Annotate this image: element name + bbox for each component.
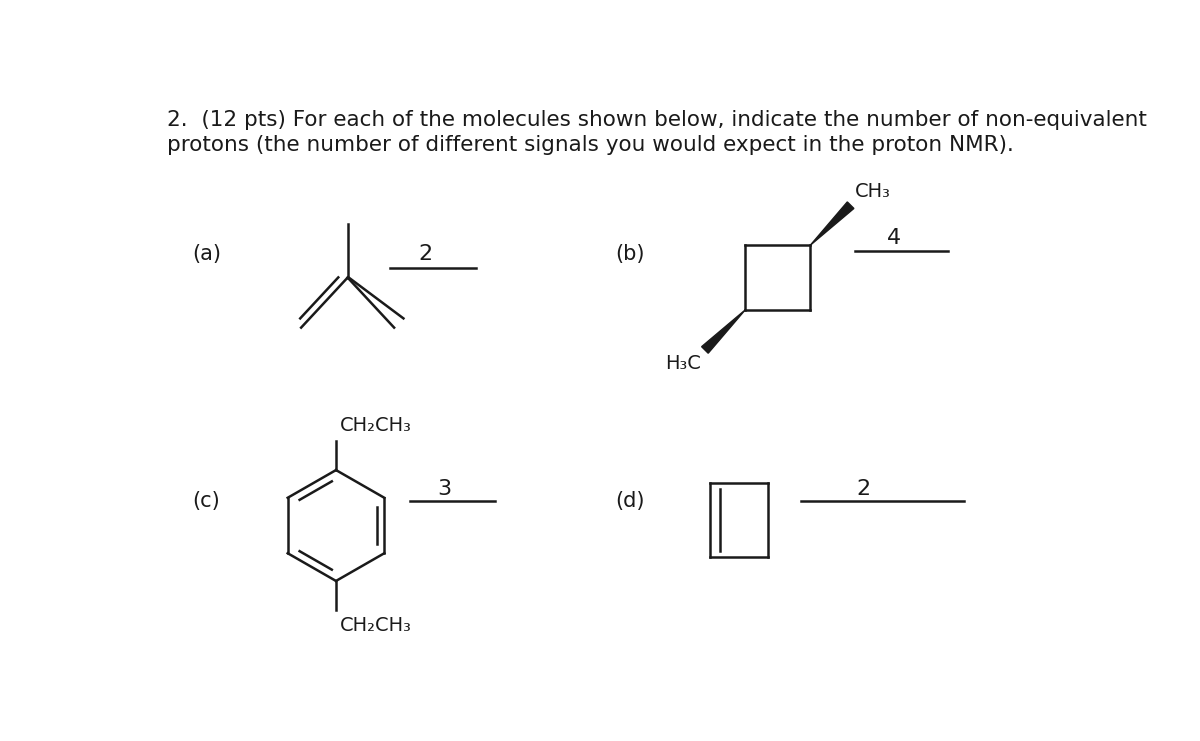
- Text: (b): (b): [616, 245, 644, 265]
- Text: 4: 4: [887, 227, 901, 247]
- Text: 3: 3: [438, 479, 451, 499]
- Polygon shape: [810, 202, 854, 245]
- Text: 2.  (12 pts) For each of the molecules shown below, indicate the number of non-e: 2. (12 pts) For each of the molecules sh…: [167, 110, 1147, 130]
- Text: 2: 2: [856, 479, 870, 499]
- Text: (a): (a): [193, 245, 222, 265]
- Text: H₃C: H₃C: [665, 353, 701, 373]
- Text: CH₃: CH₃: [854, 182, 890, 202]
- Text: (d): (d): [616, 491, 644, 511]
- Text: CH₂CH₃: CH₂CH₃: [340, 616, 412, 634]
- Polygon shape: [702, 310, 745, 353]
- Text: 2: 2: [418, 245, 432, 265]
- Text: (c): (c): [193, 491, 221, 511]
- Text: protons (the number of different signals you would expect in the proton NMR).: protons (the number of different signals…: [167, 135, 1014, 155]
- Text: CH₂CH₃: CH₂CH₃: [340, 416, 412, 436]
